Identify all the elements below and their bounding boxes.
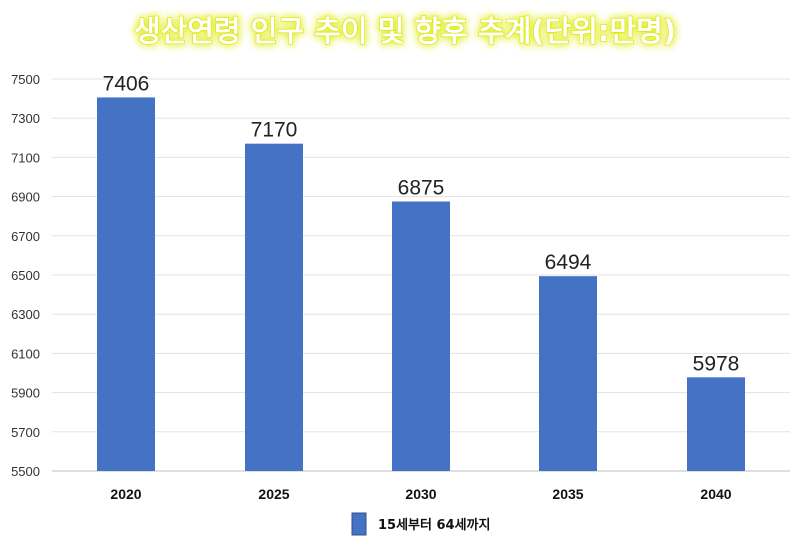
legend: 15세부터 64세까지 [351,512,490,536]
x-tick-label: 2040 [700,486,731,502]
y-tick-label: 5900 [11,386,40,401]
y-axis: 5500 5700 5900 6100 6300 6500 6700 6900 7100 7300… [11,72,40,479]
x-tick-label: 2035 [552,486,583,502]
y-tick-label: 5700 [11,425,40,440]
y-tick-label: 7100 [11,150,40,165]
y-tick-label: 5500 [11,464,40,479]
bar-2025 [245,143,303,471]
data-label-2035: 6494 [545,251,592,274]
chart-title: 생산연령 인구 추이 및 향후 추계(단위:만명) [134,14,676,48]
bar-2035 [539,276,597,471]
data-label-2025: 7170 [251,119,298,142]
data-labels: 7406 7170 6875 6494 5978 [103,72,740,375]
x-tick-label: 2030 [405,486,436,502]
bars [97,97,745,471]
x-tick-label: 2025 [258,486,289,502]
y-tick-label: 7300 [11,111,40,126]
y-tick-label: 6700 [11,229,40,244]
bar-2030 [392,201,450,471]
y-tick-label: 7500 [11,72,40,87]
x-tick-label: 2020 [110,486,141,502]
bar-2040 [687,377,745,471]
legend-swatch [351,512,367,536]
data-label-2040: 5978 [693,352,740,375]
x-axis: 2020 2025 2030 2035 2040 [110,486,731,502]
y-tick-label: 6100 [11,346,40,361]
legend-label: 15세부터 64세까지 [378,517,490,533]
data-label-2030: 6875 [398,177,445,200]
bar-2020 [97,97,155,471]
y-tick-label: 6900 [11,190,40,205]
data-label-2020: 7406 [103,72,150,95]
y-tick-label: 6500 [11,268,40,283]
y-tick-label: 6300 [11,307,40,322]
